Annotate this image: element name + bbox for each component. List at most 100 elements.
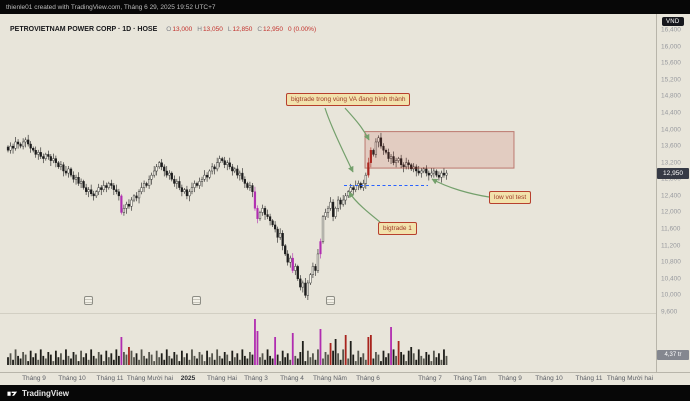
tradingview-logo-text[interactable]: TradingView: [22, 388, 69, 398]
footer-bar: TradingView: [0, 385, 690, 401]
annotation-va-label[interactable]: bigtrade trong vùng VA đang hình thành: [286, 93, 411, 106]
price-axis-label: 15,600: [661, 59, 681, 67]
time-axis-label: Tháng 10: [535, 375, 563, 382]
ohlc-value: 13,050: [202, 26, 223, 33]
candlestick-plot[interactable]: [0, 14, 656, 372]
volume-bar: [75, 354, 77, 365]
candle-body: [309, 274, 312, 284]
volume-bar: [27, 361, 30, 365]
symbol-legend[interactable]: PETROVIETNAM POWER CORP · 1D · HOSE O13,0…: [10, 26, 316, 33]
price-axis-label: 10,000: [661, 291, 681, 299]
candle-body: [97, 187, 100, 192]
symbol-title[interactable]: PETROVIETNAM POWER CORP · 1D · HOSE: [10, 26, 158, 33]
volume-bar: [165, 349, 168, 365]
candle-body: [110, 183, 113, 186]
candle-body: [274, 224, 277, 230]
volume-bar: [276, 354, 279, 365]
candle-body: [314, 266, 317, 271]
volume-bar: [304, 361, 307, 365]
candle-body: [369, 150, 372, 163]
candle-body: [430, 172, 433, 176]
volume-bar: [314, 359, 317, 365]
candle-body: [132, 195, 136, 201]
volume-bar: [286, 353, 289, 365]
volume-bar: [44, 358, 47, 365]
candle-body: [193, 183, 196, 188]
attribution-text: thienle01 created with TradingView.com, …: [6, 3, 216, 11]
candle-body: [158, 162, 161, 168]
candle-body: [188, 191, 191, 197]
annotation-bigtrade1-label[interactable]: bigtrade 1: [378, 222, 417, 235]
price-axis-label: 12,400: [661, 192, 681, 200]
volume-bar: [233, 357, 236, 365]
candle-body: [178, 181, 181, 188]
event-marker-icon[interactable]: [325, 296, 335, 305]
candle-body: [211, 166, 214, 172]
candle-body: [95, 191, 98, 197]
volume-bar: [37, 359, 40, 365]
candle-body: [173, 179, 176, 184]
time-axis-label: Tháng 6: [356, 375, 380, 382]
candle-body: [248, 185, 252, 188]
volume-bar: [319, 329, 322, 365]
volume-bar: [395, 355, 397, 365]
volume-bar: [125, 354, 128, 365]
candle-body: [223, 160, 226, 165]
volume-bar: [29, 350, 32, 365]
candle-body: [67, 168, 70, 174]
ohlc-value: 12,950: [263, 26, 283, 33]
candle-body: [324, 212, 327, 217]
time-axis-label: Tháng Năm: [313, 375, 347, 382]
candle-body: [304, 282, 307, 296]
candle-body: [44, 154, 47, 159]
event-marker-icon[interactable]: [191, 296, 201, 305]
candle-body: [372, 150, 375, 155]
va-zone-box[interactable]: [364, 131, 515, 169]
volume-bar: [415, 359, 418, 365]
volume-bar: [153, 361, 156, 365]
volume-bar: [432, 350, 435, 365]
volume-bar: [380, 361, 382, 365]
volume-bar: [57, 357, 60, 365]
volume-bar: [440, 359, 443, 365]
volume-bar: [354, 361, 357, 365]
volume-bar: [150, 354, 153, 365]
volume-bar: [203, 361, 206, 365]
volume-bar: [445, 355, 448, 365]
volume-bar: [362, 353, 365, 365]
event-marker-icon[interactable]: [83, 296, 93, 305]
annotation-low-vol-label[interactable]: low vol test: [489, 191, 532, 204]
volume-bar: [107, 357, 110, 365]
candle-body: [319, 241, 322, 255]
currency-badge[interactable]: VND: [662, 17, 684, 26]
price-axis-label: 11,600: [661, 225, 681, 233]
volume-bar: [317, 349, 319, 365]
candle-body: [291, 257, 294, 271]
candle-body: [11, 145, 15, 149]
candle-body: [205, 174, 209, 178]
volume-bar: [231, 350, 234, 365]
volume-bar: [90, 349, 93, 365]
volume-bar: [120, 337, 123, 365]
time-axis-label: Tháng 10: [58, 375, 86, 382]
candle-body: [405, 162, 408, 168]
tradingview-logo-icon[interactable]: [7, 388, 18, 399]
candle-body: [263, 208, 267, 215]
candle-body: [160, 162, 163, 168]
volume-bar: [138, 359, 140, 365]
volume-bar: [266, 349, 269, 365]
price-axis[interactable]: 16,400 16,000 15,600 15,200 14,800 14,400 14,0…: [656, 14, 690, 372]
time-axis-label: Tháng 3: [244, 375, 268, 382]
volume-bar: [54, 350, 57, 365]
last-price-badge: 12,950: [657, 167, 689, 179]
volume-bar: [352, 354, 355, 365]
candle-body: [256, 208, 259, 219]
volume-bar: [92, 355, 95, 365]
volume-bar: [201, 354, 203, 365]
volume-bar: [422, 358, 425, 365]
chart-area[interactable]: PETROVIETNAM POWER CORP · 1D · HOSE O13,0…: [0, 14, 690, 372]
candle-body: [168, 172, 171, 176]
time-axis[interactable]: Tháng 9 Tháng 10 Tháng 11 Tháng Mười hai 202…: [0, 372, 690, 385]
candle-body: [339, 199, 342, 205]
